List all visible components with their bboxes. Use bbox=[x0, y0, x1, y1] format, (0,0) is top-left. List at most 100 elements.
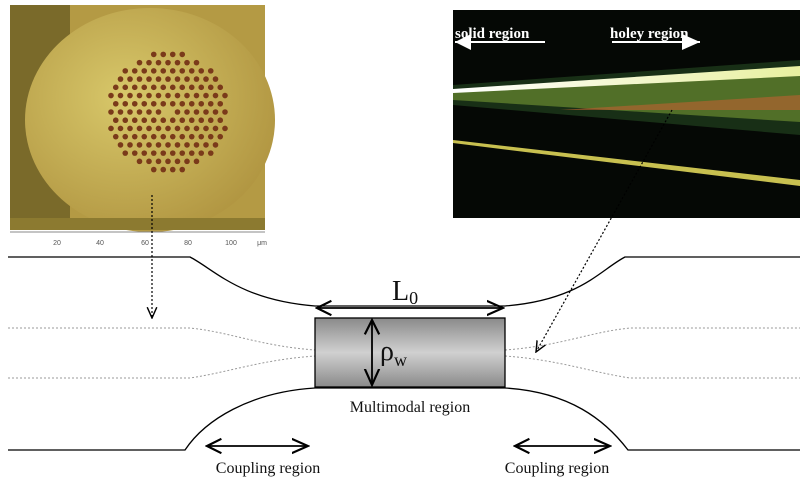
axis-unit: μm bbox=[257, 240, 267, 247]
air-hole bbox=[194, 142, 200, 148]
air-hole bbox=[151, 85, 157, 91]
air-hole bbox=[170, 117, 176, 123]
air-hole bbox=[170, 68, 176, 74]
air-hole bbox=[113, 85, 119, 91]
air-hole bbox=[137, 142, 143, 148]
air-hole bbox=[175, 93, 181, 99]
air-hole bbox=[217, 101, 223, 107]
axis-tick-label: 40 bbox=[96, 240, 104, 247]
air-hole bbox=[198, 85, 204, 91]
air-hole bbox=[165, 76, 171, 82]
air-hole bbox=[132, 134, 138, 140]
air-hole bbox=[127, 109, 133, 115]
air-hole bbox=[175, 76, 181, 82]
air-hole bbox=[118, 142, 124, 148]
air-hole bbox=[137, 76, 143, 82]
air-hole bbox=[151, 167, 157, 173]
air-hole bbox=[179, 85, 185, 91]
air-hole bbox=[160, 117, 166, 123]
air-hole bbox=[189, 117, 195, 123]
air-hole bbox=[175, 126, 181, 132]
coupling-label: Coupling region bbox=[505, 460, 609, 477]
air-hole bbox=[203, 93, 209, 99]
air-hole bbox=[194, 109, 200, 115]
air-hole bbox=[141, 150, 147, 156]
air-hole bbox=[184, 142, 190, 148]
air-hole bbox=[179, 68, 185, 74]
air-hole bbox=[122, 85, 128, 91]
air-hole bbox=[213, 126, 219, 132]
air-hole bbox=[151, 150, 157, 156]
air-hole bbox=[184, 126, 190, 132]
air-hole bbox=[213, 142, 219, 148]
air-hole bbox=[194, 159, 200, 165]
air-hole bbox=[165, 159, 171, 165]
air-hole bbox=[141, 117, 147, 123]
air-hole bbox=[184, 109, 190, 115]
air-hole bbox=[184, 76, 190, 82]
air-hole bbox=[127, 93, 133, 99]
air-hole bbox=[141, 101, 147, 107]
air-hole bbox=[165, 126, 171, 132]
air-hole bbox=[175, 142, 181, 148]
air-hole bbox=[203, 76, 209, 82]
air-hole bbox=[132, 117, 138, 123]
air-hole bbox=[175, 109, 181, 115]
length-label: L0 bbox=[392, 276, 418, 308]
air-hole bbox=[189, 134, 195, 140]
air-hole bbox=[222, 126, 228, 132]
air-hole bbox=[122, 101, 128, 107]
air-hole bbox=[198, 101, 204, 107]
length-symbol: L bbox=[392, 276, 409, 307]
air-hole bbox=[198, 150, 204, 156]
air-hole bbox=[141, 134, 147, 140]
air-hole bbox=[198, 117, 204, 123]
air-hole bbox=[151, 68, 157, 74]
air-hole bbox=[160, 68, 166, 74]
air-hole bbox=[122, 134, 128, 140]
air-hole bbox=[213, 93, 219, 99]
diagram: 20 40 60 80 100 μm solid region holey re… bbox=[0, 0, 802, 483]
air-hole bbox=[151, 117, 157, 123]
photo-label: holey region bbox=[610, 26, 689, 42]
air-hole bbox=[151, 52, 157, 58]
radius-subscript: w bbox=[394, 350, 407, 370]
radius-symbol: ρ bbox=[380, 336, 394, 367]
air-hole bbox=[165, 60, 171, 66]
air-hole bbox=[175, 159, 181, 165]
air-hole bbox=[208, 150, 214, 156]
air-hole bbox=[175, 60, 181, 66]
air-hole bbox=[160, 85, 166, 91]
microscope-image bbox=[10, 5, 275, 232]
air-hole bbox=[160, 52, 166, 58]
air-hole bbox=[160, 134, 166, 140]
air-hole bbox=[194, 93, 200, 99]
air-hole bbox=[217, 134, 223, 140]
air-hole bbox=[108, 109, 114, 115]
air-hole bbox=[113, 134, 119, 140]
air-hole bbox=[165, 142, 171, 148]
air-hole bbox=[156, 76, 162, 82]
air-hole bbox=[127, 76, 133, 82]
air-hole bbox=[146, 60, 152, 66]
air-hole bbox=[170, 167, 176, 173]
air-hole bbox=[179, 134, 185, 140]
air-hole bbox=[137, 126, 143, 132]
multimodal-box bbox=[315, 318, 505, 387]
air-hole bbox=[146, 159, 152, 165]
air-hole bbox=[184, 159, 190, 165]
air-hole bbox=[118, 126, 124, 132]
air-hole bbox=[137, 93, 143, 99]
air-hole bbox=[208, 101, 214, 107]
air-hole bbox=[194, 76, 200, 82]
air-hole bbox=[132, 68, 138, 74]
air-hole bbox=[222, 93, 228, 99]
page: 20 40 60 80 100 μm solid region holey re… bbox=[0, 0, 802, 483]
air-hole bbox=[194, 60, 200, 66]
air-hole bbox=[156, 142, 162, 148]
air-hole bbox=[208, 117, 214, 123]
air-hole bbox=[217, 85, 223, 91]
air-hole bbox=[194, 126, 200, 132]
air-hole bbox=[122, 117, 128, 123]
air-hole bbox=[179, 117, 185, 123]
